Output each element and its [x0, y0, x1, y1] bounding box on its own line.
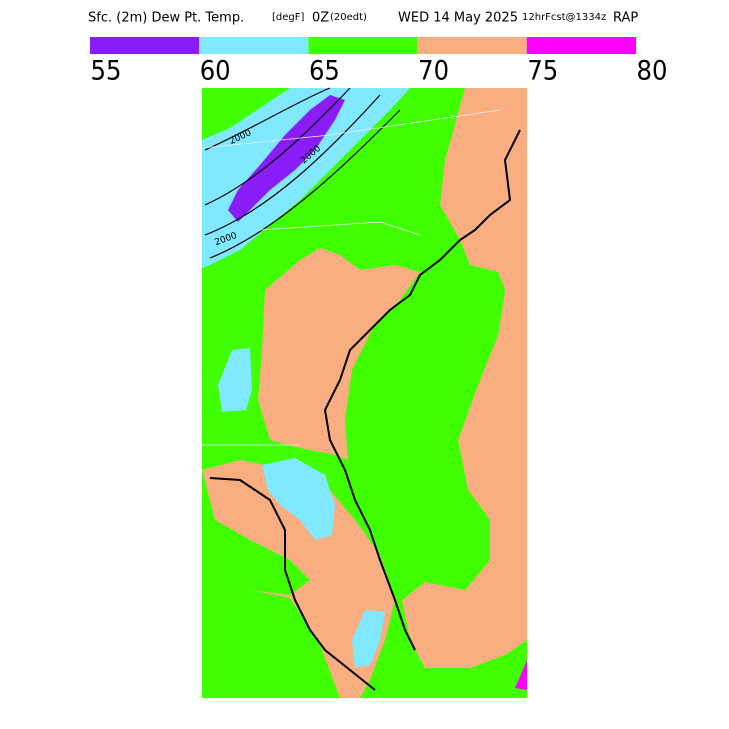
title-time: 0Z — [312, 11, 329, 26]
colorbar-label: 55 — [91, 56, 122, 87]
colorbar: 55 60 65 70 75 80 — [90, 37, 667, 87]
colorbar-segment — [308, 37, 418, 54]
colorbar-label: 75 — [527, 56, 558, 87]
region-60-65 — [352, 610, 385, 668]
colorbar-segment — [417, 37, 527, 54]
title-part: Sfc. (2m) Dew Pt. Temp. — [88, 11, 244, 26]
map-area: 2000 2000 2000 — [201, 87, 527, 698]
borders — [201, 109, 501, 446]
title-fcst: 12hrFcst@1334z — [522, 12, 606, 23]
colorbar-label: 70 — [418, 56, 449, 87]
region-65-70 — [350, 248, 505, 600]
region-70-75 — [402, 88, 527, 668]
colorbar-label: 65 — [309, 56, 340, 87]
region-75-80 — [515, 660, 527, 690]
colorbar-segment — [526, 37, 636, 54]
colorbar-segment — [90, 37, 200, 54]
colorbar-label: 80 — [637, 56, 668, 87]
region-65-70 — [202, 590, 340, 698]
colorbar-segment — [199, 37, 309, 54]
title-local: (20edt) — [330, 12, 367, 23]
region-65-70 — [202, 88, 290, 140]
title-model: RAP — [613, 11, 638, 26]
title-units: [degF] — [272, 12, 305, 23]
region-55-60 — [228, 95, 345, 222]
colorbar-label: 60 — [200, 56, 231, 87]
region-60-65 — [218, 348, 252, 412]
coastline — [209, 129, 521, 691]
title-date: WED 14 May 2025 — [398, 11, 518, 26]
region-70-75 — [258, 248, 420, 460]
contours — [204, 87, 401, 259]
region-60-65 — [202, 88, 410, 268]
region-60-65 — [262, 458, 335, 540]
